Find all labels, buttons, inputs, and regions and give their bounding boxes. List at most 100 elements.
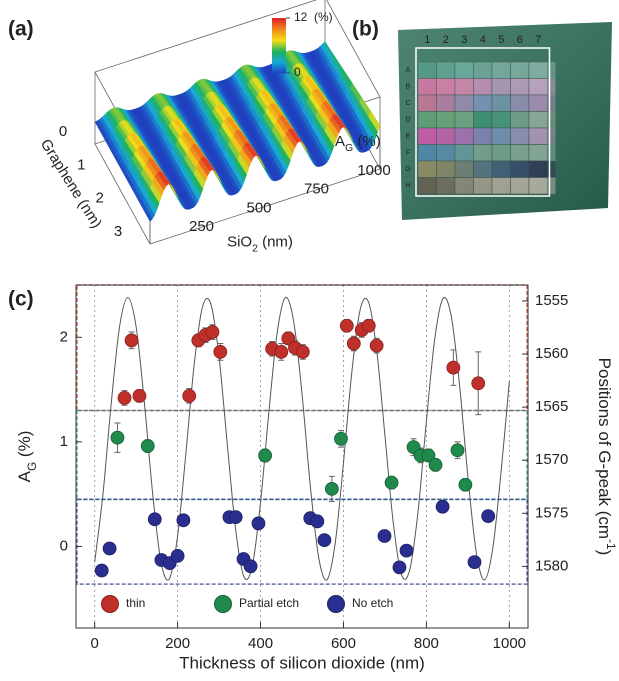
data-point <box>334 432 347 445</box>
colorbar-slice <box>272 18 286 21</box>
data-point <box>385 476 398 489</box>
label-part: A <box>335 133 345 150</box>
row-label: A <box>406 67 411 74</box>
data-point <box>171 549 184 562</box>
data-point <box>447 361 460 374</box>
x-tick-label: 0 <box>90 635 98 652</box>
label-part: (%) <box>15 431 34 462</box>
row-label: G <box>405 166 410 173</box>
data-point <box>214 345 227 358</box>
panel-label: (a) <box>8 18 34 41</box>
column-label: 3 <box>461 34 467 46</box>
x-tick-label: 600 <box>331 635 356 652</box>
data-point <box>111 431 124 444</box>
row-label: B <box>406 84 411 91</box>
y-tick-label: 1000 <box>357 162 390 179</box>
label-part: G <box>345 142 353 154</box>
data-point <box>400 544 413 557</box>
data-point <box>472 377 485 390</box>
data-point <box>451 444 464 457</box>
x-tick-label: 0 <box>59 123 67 140</box>
data-point <box>118 391 131 404</box>
data-point <box>125 334 138 347</box>
z-axis-label: AG (%) <box>335 133 381 154</box>
data-point <box>206 326 219 339</box>
data-point <box>95 564 108 577</box>
x-tick-label: 2 <box>95 190 103 207</box>
data-point <box>296 345 309 358</box>
x-axis-label: Thickness of silicon dioxide (nm) <box>179 653 425 672</box>
data-point <box>133 389 146 402</box>
label-part: ) <box>595 550 614 556</box>
data-point <box>429 458 442 471</box>
x-axis-label: Graphene (nm) <box>37 136 105 231</box>
data-point <box>177 514 190 527</box>
colorbar-tick-label: 0 <box>294 65 301 79</box>
column-label: 5 <box>498 34 504 46</box>
colorbar-label: (%) <box>314 10 333 24</box>
y-tick-label: 250 <box>189 218 214 235</box>
y2-axis-label: Positions of G-peak (cm-1) <box>595 358 618 556</box>
data-point <box>340 319 353 332</box>
y-axis-label: SiO2 (nm) <box>227 233 293 254</box>
data-point <box>325 482 338 495</box>
x-tick-label: 200 <box>165 635 190 652</box>
y-tick-label: 2 <box>60 328 68 345</box>
data-point <box>378 529 391 542</box>
data-point <box>347 337 360 350</box>
column-label: 7 <box>535 34 541 46</box>
column-label: 4 <box>480 34 486 46</box>
x-tick-label: 1000 <box>493 635 526 652</box>
panel-label: (c) <box>8 288 34 311</box>
data-point <box>318 534 331 547</box>
row-label: E <box>406 133 411 140</box>
label-part: A <box>15 470 34 482</box>
x-tick-label: 1 <box>77 156 85 173</box>
label-part: SiO <box>227 233 252 250</box>
x-tick-label: 400 <box>248 635 273 652</box>
data-point <box>362 319 375 332</box>
y-tick-label: 500 <box>246 199 271 216</box>
data-point <box>275 345 288 358</box>
data-point <box>259 449 272 462</box>
y2-tick-label: 1565 <box>535 398 568 415</box>
y2-tick-label: 1575 <box>535 504 568 521</box>
data-point <box>229 511 242 524</box>
x-tick-label: 800 <box>414 635 439 652</box>
data-point <box>141 440 154 453</box>
column-label: 6 <box>517 34 523 46</box>
data-point <box>436 500 449 513</box>
data-point <box>468 556 481 569</box>
data-point <box>103 542 116 555</box>
column-label: 2 <box>443 34 449 46</box>
colorbar-tick-label: 12 <box>294 10 308 24</box>
data-point <box>252 517 265 530</box>
data-point <box>244 560 257 573</box>
photo-shade <box>398 22 612 220</box>
y2-tick-label: 1560 <box>535 345 568 362</box>
region <box>77 499 527 584</box>
y-tick-label: 0 <box>60 537 68 554</box>
legend-marker <box>102 596 119 613</box>
row-label: H <box>405 183 410 190</box>
y-tick-label: 1 <box>60 433 68 450</box>
fit-curve <box>95 297 510 580</box>
label-part: -1 <box>604 539 618 550</box>
data-point <box>148 513 161 526</box>
row-label: C <box>405 100 410 107</box>
legend-marker <box>215 596 232 613</box>
label-part: G <box>25 462 39 471</box>
row-label: D <box>405 117 410 124</box>
column-label: 1 <box>424 34 430 46</box>
data-point <box>183 389 196 402</box>
legend-label: No etch <box>352 596 393 610</box>
legend-label: thin <box>126 596 145 610</box>
label-part: Positions of G-peak (cm <box>595 358 614 539</box>
legend-label: Partial etch <box>239 596 299 610</box>
legend-marker <box>328 596 345 613</box>
y2-tick-label: 1570 <box>535 451 568 468</box>
data-point <box>482 510 495 523</box>
x-tick-label: 3 <box>114 223 122 240</box>
row-label: F <box>406 150 410 157</box>
